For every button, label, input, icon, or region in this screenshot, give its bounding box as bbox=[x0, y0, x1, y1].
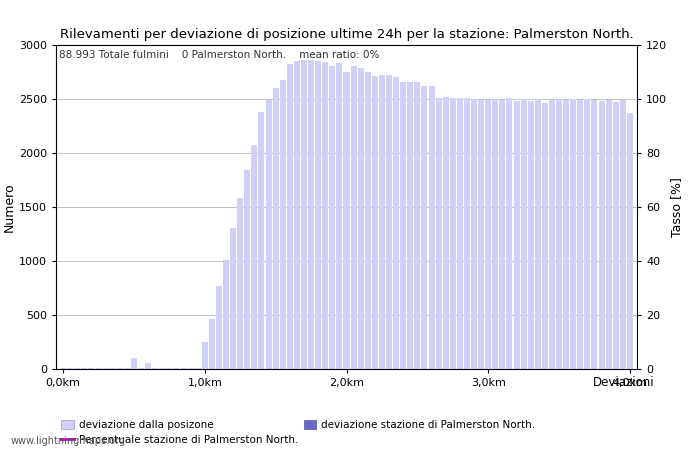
Bar bbox=[464, 98, 470, 369]
Bar bbox=[216, 286, 222, 369]
Bar bbox=[244, 170, 251, 369]
Bar bbox=[315, 61, 321, 369]
Bar bbox=[478, 100, 484, 369]
Bar bbox=[365, 72, 371, 369]
Bar bbox=[521, 99, 526, 369]
Bar bbox=[528, 101, 533, 369]
Bar bbox=[251, 145, 258, 369]
Bar bbox=[450, 98, 456, 369]
Bar bbox=[421, 86, 428, 369]
Bar bbox=[202, 342, 208, 369]
Bar bbox=[358, 68, 364, 369]
Bar bbox=[457, 98, 463, 369]
Bar bbox=[393, 77, 399, 369]
Bar bbox=[386, 75, 392, 369]
Bar bbox=[301, 60, 307, 369]
Bar bbox=[556, 99, 562, 369]
Bar bbox=[612, 102, 619, 369]
Bar bbox=[237, 198, 243, 369]
Bar bbox=[400, 82, 406, 369]
Bar bbox=[471, 99, 477, 369]
Bar bbox=[485, 100, 491, 369]
Bar bbox=[535, 99, 541, 369]
Y-axis label: Numero: Numero bbox=[3, 182, 16, 232]
Bar bbox=[592, 100, 598, 369]
Bar bbox=[258, 112, 265, 369]
Text: www.lightningmaps.org: www.lightningmaps.org bbox=[10, 436, 125, 446]
Bar bbox=[209, 320, 215, 369]
Bar bbox=[620, 100, 626, 369]
Text: Deviazioni: Deviazioni bbox=[593, 376, 654, 389]
Bar bbox=[379, 75, 385, 369]
Bar bbox=[344, 72, 349, 369]
Text: 88.993 Totale fulmini    0 Palmerston North.    mean ratio: 0%: 88.993 Totale fulmini 0 Palmerston North… bbox=[59, 50, 379, 60]
Bar bbox=[606, 100, 612, 369]
Bar bbox=[584, 99, 590, 369]
Bar bbox=[223, 260, 229, 369]
Bar bbox=[131, 358, 137, 369]
Bar bbox=[542, 104, 548, 369]
Bar bbox=[308, 60, 314, 369]
Bar bbox=[499, 100, 505, 369]
Bar bbox=[549, 100, 555, 369]
Bar bbox=[414, 82, 421, 369]
Bar bbox=[514, 101, 519, 369]
Bar bbox=[294, 61, 300, 369]
Bar bbox=[230, 228, 236, 369]
Bar bbox=[407, 82, 413, 369]
Bar bbox=[337, 63, 342, 369]
Y-axis label: Tasso [%]: Tasso [%] bbox=[670, 177, 683, 237]
Bar bbox=[372, 76, 378, 369]
Bar bbox=[435, 98, 442, 369]
Bar bbox=[598, 101, 605, 369]
Bar bbox=[492, 99, 498, 369]
Bar bbox=[563, 100, 569, 369]
Bar bbox=[145, 363, 151, 369]
Bar bbox=[265, 100, 272, 369]
Bar bbox=[442, 97, 449, 369]
Bar bbox=[627, 113, 633, 369]
Bar bbox=[280, 80, 286, 369]
Bar bbox=[351, 66, 356, 369]
Bar bbox=[272, 88, 279, 369]
Bar bbox=[570, 99, 576, 369]
Bar bbox=[329, 66, 335, 369]
Bar bbox=[287, 64, 293, 369]
Bar bbox=[578, 100, 583, 369]
Title: Rilevamenti per deviazione di posizione ultime 24h per la stazione: Palmerston N: Rilevamenti per deviazione di posizione … bbox=[60, 28, 634, 41]
Bar bbox=[428, 86, 435, 369]
Bar bbox=[322, 62, 328, 369]
Bar bbox=[507, 98, 512, 369]
